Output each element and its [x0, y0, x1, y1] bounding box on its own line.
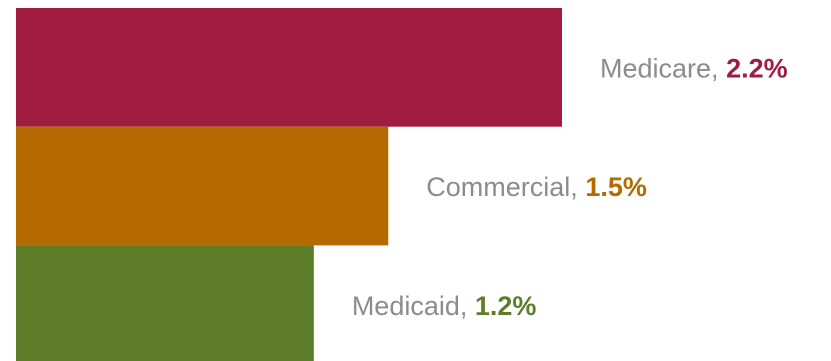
label-separator: , — [711, 53, 726, 83]
category-label-commercial: Commercial — [426, 172, 570, 202]
data-label-medicare: Medicare, 2.2% — [600, 53, 788, 83]
bar-medicare — [16, 8, 562, 127]
bar-medicaid — [16, 245, 314, 361]
bar-commercial — [16, 126, 389, 246]
value-label-medicare: 2.2% — [726, 53, 788, 83]
data-label-medicaid: Medicaid, 1.2% — [352, 291, 537, 321]
data-label-commercial: Commercial, 1.5% — [426, 172, 647, 202]
label-separator: , — [460, 291, 475, 321]
category-label-medicaid: Medicaid — [352, 291, 460, 321]
value-label-medicaid: 1.2% — [475, 291, 537, 321]
value-label-commercial: 1.5% — [585, 172, 647, 202]
label-separator: , — [570, 172, 585, 202]
category-label-medicare: Medicare — [600, 53, 711, 83]
